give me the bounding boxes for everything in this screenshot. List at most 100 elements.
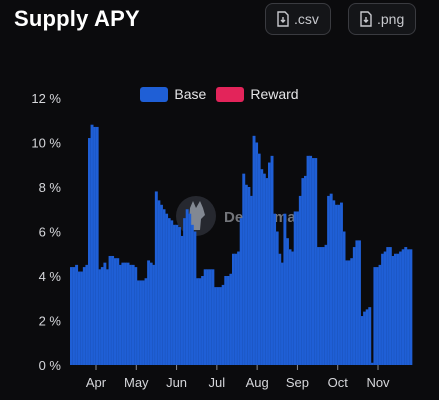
base-bar[interactable] xyxy=(75,264,79,366)
base-bar[interactable] xyxy=(265,178,269,365)
base-bar[interactable] xyxy=(211,269,215,365)
base-bar[interactable] xyxy=(95,126,99,366)
base-bar[interactable] xyxy=(296,211,300,365)
base-bar[interactable] xyxy=(116,258,120,365)
base-bar[interactable] xyxy=(262,173,266,365)
base-bar[interactable] xyxy=(100,267,104,365)
base-bar[interactable] xyxy=(268,162,271,365)
base-bar[interactable] xyxy=(275,231,279,366)
base-bar[interactable] xyxy=(134,267,138,365)
base-bar[interactable] xyxy=(108,255,112,365)
base-bar[interactable] xyxy=(298,195,302,365)
base-bar[interactable] xyxy=(280,262,284,365)
base-bar[interactable] xyxy=(291,251,295,365)
base-bar[interactable] xyxy=(322,247,325,365)
base-bar[interactable] xyxy=(93,126,97,366)
base-bar[interactable] xyxy=(103,262,107,365)
base-bar[interactable] xyxy=(316,247,320,365)
base-bar[interactable] xyxy=(162,209,166,365)
base-bar[interactable] xyxy=(126,262,130,365)
base-bar[interactable] xyxy=(121,262,125,365)
base-bar[interactable] xyxy=(409,249,413,365)
base-bar[interactable] xyxy=(170,220,174,366)
base-bar[interactable] xyxy=(309,155,313,365)
base-bar[interactable] xyxy=(90,124,94,365)
base-bar[interactable] xyxy=(106,269,109,365)
base-bar[interactable] xyxy=(376,267,379,365)
base-bar[interactable] xyxy=(388,247,392,365)
base-bar[interactable] xyxy=(340,202,343,365)
base-bar[interactable] xyxy=(216,287,220,366)
base-bar[interactable] xyxy=(98,269,102,365)
base-bar[interactable] xyxy=(358,240,361,365)
base-bar[interactable] xyxy=(347,260,351,365)
base-bar[interactable] xyxy=(288,249,292,365)
base-bar[interactable] xyxy=(401,249,405,365)
base-bar[interactable] xyxy=(247,187,251,365)
base-bar[interactable] xyxy=(237,251,241,365)
base-bar[interactable] xyxy=(327,195,331,365)
base-bar[interactable] xyxy=(278,253,282,365)
base-bar[interactable] xyxy=(203,269,207,365)
base-bar[interactable] xyxy=(363,311,367,365)
base-bar[interactable] xyxy=(226,276,230,365)
base-bar[interactable] xyxy=(149,262,153,365)
base-bar[interactable] xyxy=(270,155,274,365)
base-bar[interactable] xyxy=(342,231,346,366)
base-bar[interactable] xyxy=(232,253,235,365)
base-bar[interactable] xyxy=(360,316,364,365)
base-bar[interactable] xyxy=(154,191,158,365)
base-bar[interactable] xyxy=(190,224,194,365)
base-bar[interactable] xyxy=(368,307,372,365)
base-bar[interactable] xyxy=(88,138,91,365)
base-bar[interactable] xyxy=(306,155,310,365)
base-bar[interactable] xyxy=(314,158,318,365)
base-bar[interactable] xyxy=(157,200,161,365)
base-bar[interactable] xyxy=(370,362,374,365)
base-bar[interactable] xyxy=(286,238,289,365)
base-bar[interactable] xyxy=(77,271,81,365)
base-bar[interactable] xyxy=(404,247,408,365)
base-bar[interactable] xyxy=(152,264,156,366)
base-bar[interactable] xyxy=(386,247,390,365)
base-bar[interactable] xyxy=(188,213,192,365)
base-bar[interactable] xyxy=(391,255,395,365)
base-bar[interactable] xyxy=(252,135,256,365)
base-bar[interactable] xyxy=(329,193,333,365)
base-bar[interactable] xyxy=(201,276,205,365)
base-bar[interactable] xyxy=(131,264,135,366)
base-bar[interactable] xyxy=(345,260,349,365)
base-bar[interactable] xyxy=(139,280,143,365)
base-bar[interactable] xyxy=(178,227,181,365)
base-bar[interactable] xyxy=(198,278,202,365)
base-bar[interactable] xyxy=(273,213,277,365)
base-bar[interactable] xyxy=(304,175,307,366)
base-bar[interactable] xyxy=(293,211,297,365)
base-bar[interactable] xyxy=(172,224,176,365)
base-bar[interactable] xyxy=(147,260,151,365)
base-bar[interactable] xyxy=(311,158,315,365)
base-bar[interactable] xyxy=(219,287,223,366)
base-bar[interactable] xyxy=(355,240,359,365)
base-bar[interactable] xyxy=(142,280,145,365)
base-bar[interactable] xyxy=(70,267,73,365)
base-bar[interactable] xyxy=(334,204,338,365)
download-png-button[interactable]: .png xyxy=(348,3,416,35)
base-bar[interactable] xyxy=(160,204,163,365)
base-bar[interactable] xyxy=(255,142,259,366)
base-bar[interactable] xyxy=(394,253,397,365)
base-bar[interactable] xyxy=(229,273,233,365)
base-bar[interactable] xyxy=(208,269,212,365)
base-bar[interactable] xyxy=(175,224,179,365)
base-bar[interactable] xyxy=(381,253,385,365)
base-bar[interactable] xyxy=(82,267,86,365)
base-bar[interactable] xyxy=(242,173,246,365)
base-bar[interactable] xyxy=(124,262,127,365)
legend-item-reward[interactable]: Reward xyxy=(216,86,299,102)
base-bar[interactable] xyxy=(319,247,323,365)
base-bar[interactable] xyxy=(85,264,89,366)
base-bar[interactable] xyxy=(332,200,336,365)
base-bar[interactable] xyxy=(378,264,382,366)
base-bar[interactable] xyxy=(196,278,199,365)
base-bar[interactable] xyxy=(165,213,169,365)
